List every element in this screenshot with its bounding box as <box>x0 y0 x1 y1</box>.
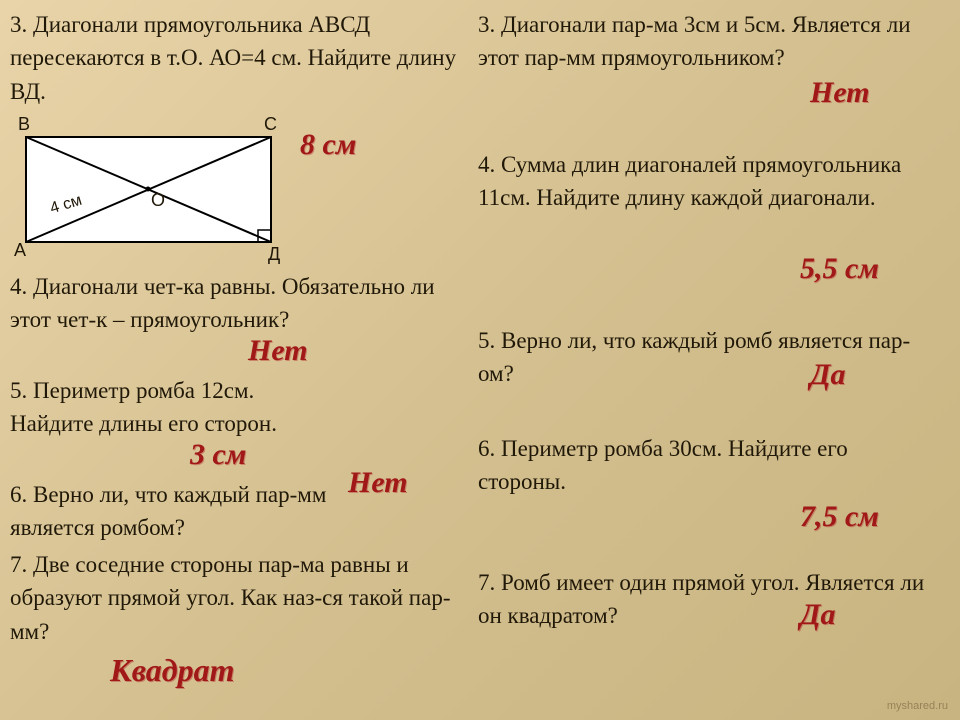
label-a: А <box>14 240 26 261</box>
right-a6: 7,5 см <box>800 500 879 534</box>
right-a4: 5,5 см <box>800 252 879 286</box>
left-column: 3. Диагонали прямоугольника АВСД пересек… <box>10 8 470 112</box>
left-q5: 5. Периметр ромба 12см. Найдите длины ег… <box>10 374 330 441</box>
right-q7: 7. Ромб имеет один прямой угол. Является… <box>478 566 938 633</box>
left-a5: 3 см <box>190 438 246 472</box>
right-a3: Нет <box>810 76 870 110</box>
right-q5: 5. Верно ли, что каждый ромб является па… <box>478 324 938 391</box>
rectangle-diagram: В С А Д О 4 см <box>8 112 288 262</box>
right-a5: Да <box>810 358 846 392</box>
right-q6: 6. Периметр ромба 30см. Найдите его стор… <box>478 432 938 499</box>
left-a6: Нет <box>348 466 408 500</box>
right-q4: 4. Сумма длин диагоналей прямоугольника … <box>478 148 938 215</box>
right-column: 3. Диагонали пар-ма 3см и 5см. Является … <box>478 8 948 79</box>
label-b: В <box>18 114 30 135</box>
right-q3: 3. Диагонали пар-ма 3см и 5см. Является … <box>478 8 948 75</box>
left-q7: 7. Две соседние стороны пар-ма равны и о… <box>10 548 470 648</box>
diagram-svg <box>8 112 288 262</box>
left-a7: Квадрат <box>110 652 235 689</box>
right-a7: Да <box>800 598 836 632</box>
label-d: Д <box>268 244 280 265</box>
label-c: С <box>264 114 277 135</box>
label-o: О <box>151 190 165 211</box>
left-a4: Нет <box>248 334 308 368</box>
left-q3: 3. Диагонали прямоугольника АВСД пересек… <box>10 8 470 108</box>
left-q4: 4. Диагонали чет-ка равны. Обязательно л… <box>10 270 470 337</box>
left-q6: 6. Верно ли, что каждый пар-мм является … <box>10 478 390 545</box>
watermark: myshared.ru <box>887 700 948 712</box>
left-a3: 8 см <box>300 128 356 162</box>
